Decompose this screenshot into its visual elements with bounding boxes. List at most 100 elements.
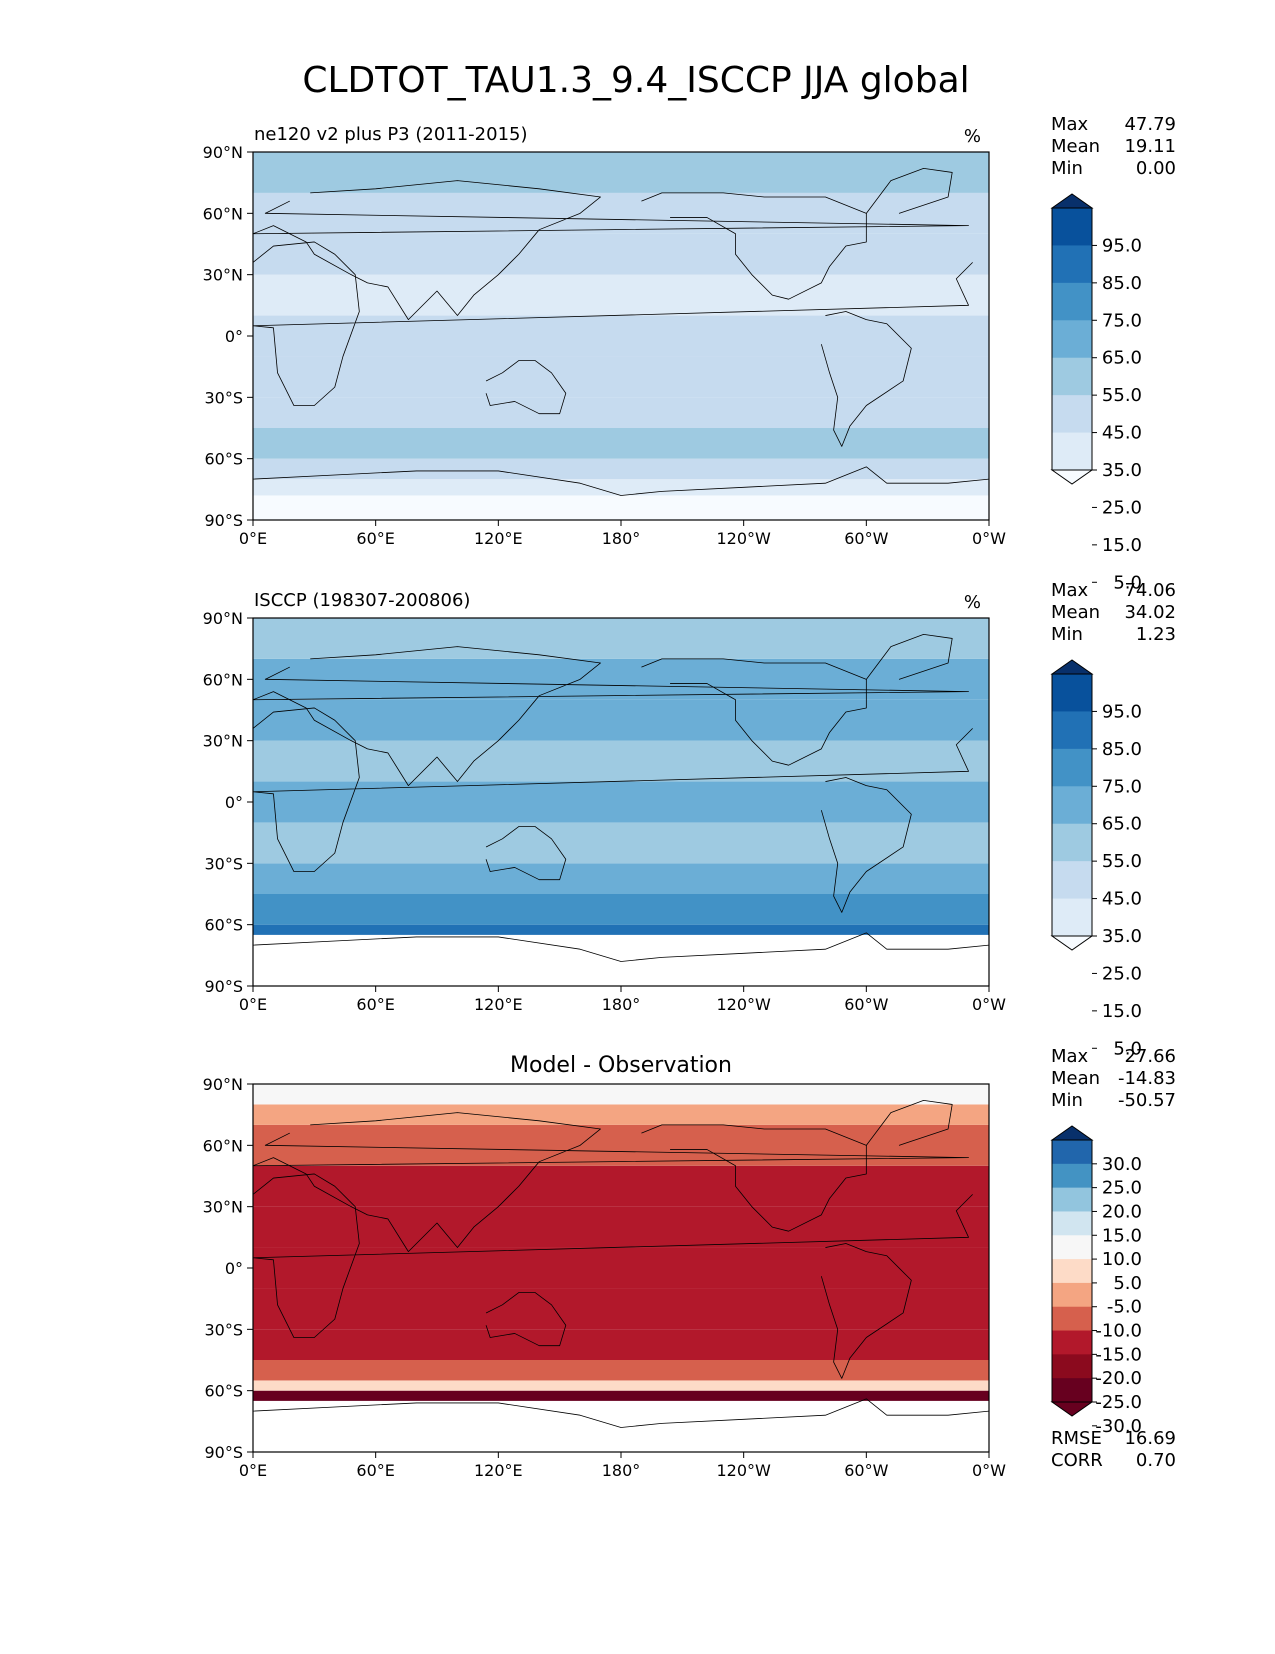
units-label: % xyxy=(964,592,981,613)
stat-label: Mean xyxy=(1051,1068,1100,1089)
coastline xyxy=(866,633,953,680)
field-band xyxy=(253,274,989,316)
colorbar-tick-label: 55.0 xyxy=(1102,385,1142,406)
colorbar-tick-label: 10.0 xyxy=(1102,1249,1142,1270)
x-tick-label: 0°E xyxy=(239,995,267,1014)
field-band xyxy=(253,1084,989,1105)
colorbar-tick-label: -10.0 xyxy=(1095,1321,1142,1342)
stat-value: 16.69 xyxy=(1124,1428,1176,1449)
colorbar-extend-bottom xyxy=(1050,469,1094,485)
x-tick-label: 0°W xyxy=(972,1461,1006,1480)
colorbar-extend-top xyxy=(1050,1125,1094,1141)
colorbar-tick-label: 20.0 xyxy=(1102,1201,1142,1222)
coastline xyxy=(252,1398,990,1428)
y-tick-label: 30°S xyxy=(204,388,243,407)
coastline xyxy=(252,707,973,872)
colorbar-segment xyxy=(1052,208,1092,246)
y-tick-label: 90°S xyxy=(204,1443,243,1462)
y-tick-label: 90°S xyxy=(204,511,243,530)
stat-value: 27.66 xyxy=(1124,1046,1176,1067)
y-tick-label: 90°N xyxy=(203,1075,243,1094)
map-panel-3: 0°E 60°E 120°E 180° 120°W 60°W 0°W 90°N 60°N 30°N… xyxy=(203,1046,1176,1480)
colorbar-segment xyxy=(1052,1163,1092,1189)
stat-label: Mean xyxy=(1051,602,1100,623)
colorbar-segment xyxy=(1052,861,1092,900)
colorbar-tick-label: -5.0 xyxy=(1107,1297,1142,1318)
y-tick-label: 60°S xyxy=(204,1382,243,1401)
field-band xyxy=(253,1247,989,1289)
y-tick-label: 30°N xyxy=(203,266,243,285)
x-tick-label: 60°E xyxy=(356,1461,394,1480)
coastline xyxy=(866,1099,953,1146)
colorbar-segment xyxy=(1052,245,1092,284)
field-band xyxy=(253,618,989,659)
colorbar-tick-label: 25.0 xyxy=(1102,963,1142,984)
stat-value: 1.23 xyxy=(1136,624,1176,645)
coastline xyxy=(252,180,969,321)
x-tick-label: 120°W xyxy=(716,529,771,548)
coastline xyxy=(820,1243,912,1379)
x-tick-label: 120°E xyxy=(474,995,523,1014)
map-panel-1: 0°E 60°E 120°E 180° 120°W 60°W 0°W 90°N 60°N 30°N… xyxy=(203,114,1176,593)
colorbar-tick-label: 25.0 xyxy=(1102,1178,1142,1199)
colorbar-segment xyxy=(1052,898,1092,937)
coastline xyxy=(641,192,867,300)
colorbar-tick-label: 95.0 xyxy=(1102,701,1142,722)
x-tick-label: 120°E xyxy=(474,1461,523,1480)
coastline xyxy=(252,1173,973,1338)
colorbar-tick-label: 35.0 xyxy=(1102,460,1142,481)
y-tick-label: 90°N xyxy=(203,143,243,162)
y-tick-label: 60°S xyxy=(204,450,243,469)
field-band xyxy=(253,233,989,275)
coastline xyxy=(641,1124,867,1232)
colorbar-segment xyxy=(1052,320,1092,359)
x-tick-label: 0°E xyxy=(239,1461,267,1480)
x-tick-label: 120°W xyxy=(716,1461,771,1480)
field-band xyxy=(253,1206,989,1248)
x-tick-label: 0°W xyxy=(972,995,1006,1014)
colorbar-tick-label: 5.0 xyxy=(1113,572,1142,593)
field-band xyxy=(253,1380,989,1391)
colorbar-tick-label: 5.0 xyxy=(1113,1273,1142,1294)
field-band xyxy=(253,1104,989,1125)
colorbar-segment xyxy=(1052,1378,1092,1403)
colorbar-tick-label: 45.0 xyxy=(1102,423,1142,444)
stat-value: 0.70 xyxy=(1136,1450,1176,1471)
field-band xyxy=(253,658,989,700)
stat-label: CORR xyxy=(1051,1450,1103,1471)
stat-label: Max xyxy=(1051,1046,1089,1067)
y-tick-label: 60°N xyxy=(203,204,243,223)
coastline xyxy=(252,646,969,787)
x-tick-label: 120°E xyxy=(474,529,523,548)
colorbar-tick-label: 45.0 xyxy=(1102,889,1142,910)
coastline xyxy=(252,932,990,962)
field-band xyxy=(253,1360,989,1381)
panel-title: ISCCP (198307-200806) xyxy=(254,590,470,611)
units-label: % xyxy=(964,126,981,147)
colorbar-tick-label: 15.0 xyxy=(1102,1001,1142,1022)
colorbar-tick-label: 35.0 xyxy=(1102,926,1142,947)
colorbar-segment xyxy=(1052,1211,1092,1236)
x-tick-label: 60°E xyxy=(356,995,394,1014)
field-band xyxy=(253,315,989,357)
field-band xyxy=(253,458,989,480)
colorbar-tick-label: 55.0 xyxy=(1102,851,1142,872)
x-tick-label: 60°W xyxy=(844,529,888,548)
colorbar-extend-top xyxy=(1050,659,1094,675)
field-band xyxy=(253,192,989,234)
colorbar-segment xyxy=(1052,1354,1092,1379)
colorbar-tick-label: -25.0 xyxy=(1095,1392,1142,1413)
colorbar-tick-label: 30.0 xyxy=(1102,1154,1142,1175)
colorbar-tick-label: 85.0 xyxy=(1102,739,1142,760)
colorbar-tick-label: -15.0 xyxy=(1095,1344,1142,1365)
y-tick-label: 30°S xyxy=(204,854,243,873)
y-tick-label: 30°S xyxy=(204,1320,243,1339)
y-tick-label: 90°N xyxy=(203,609,243,628)
coastline xyxy=(485,826,567,881)
x-tick-label: 60°W xyxy=(844,1461,888,1480)
field-band xyxy=(253,479,989,496)
y-tick-label: 60°N xyxy=(203,1136,243,1155)
colorbar-tick-label: -20.0 xyxy=(1095,1368,1142,1389)
colorbar-segment xyxy=(1052,1187,1092,1212)
